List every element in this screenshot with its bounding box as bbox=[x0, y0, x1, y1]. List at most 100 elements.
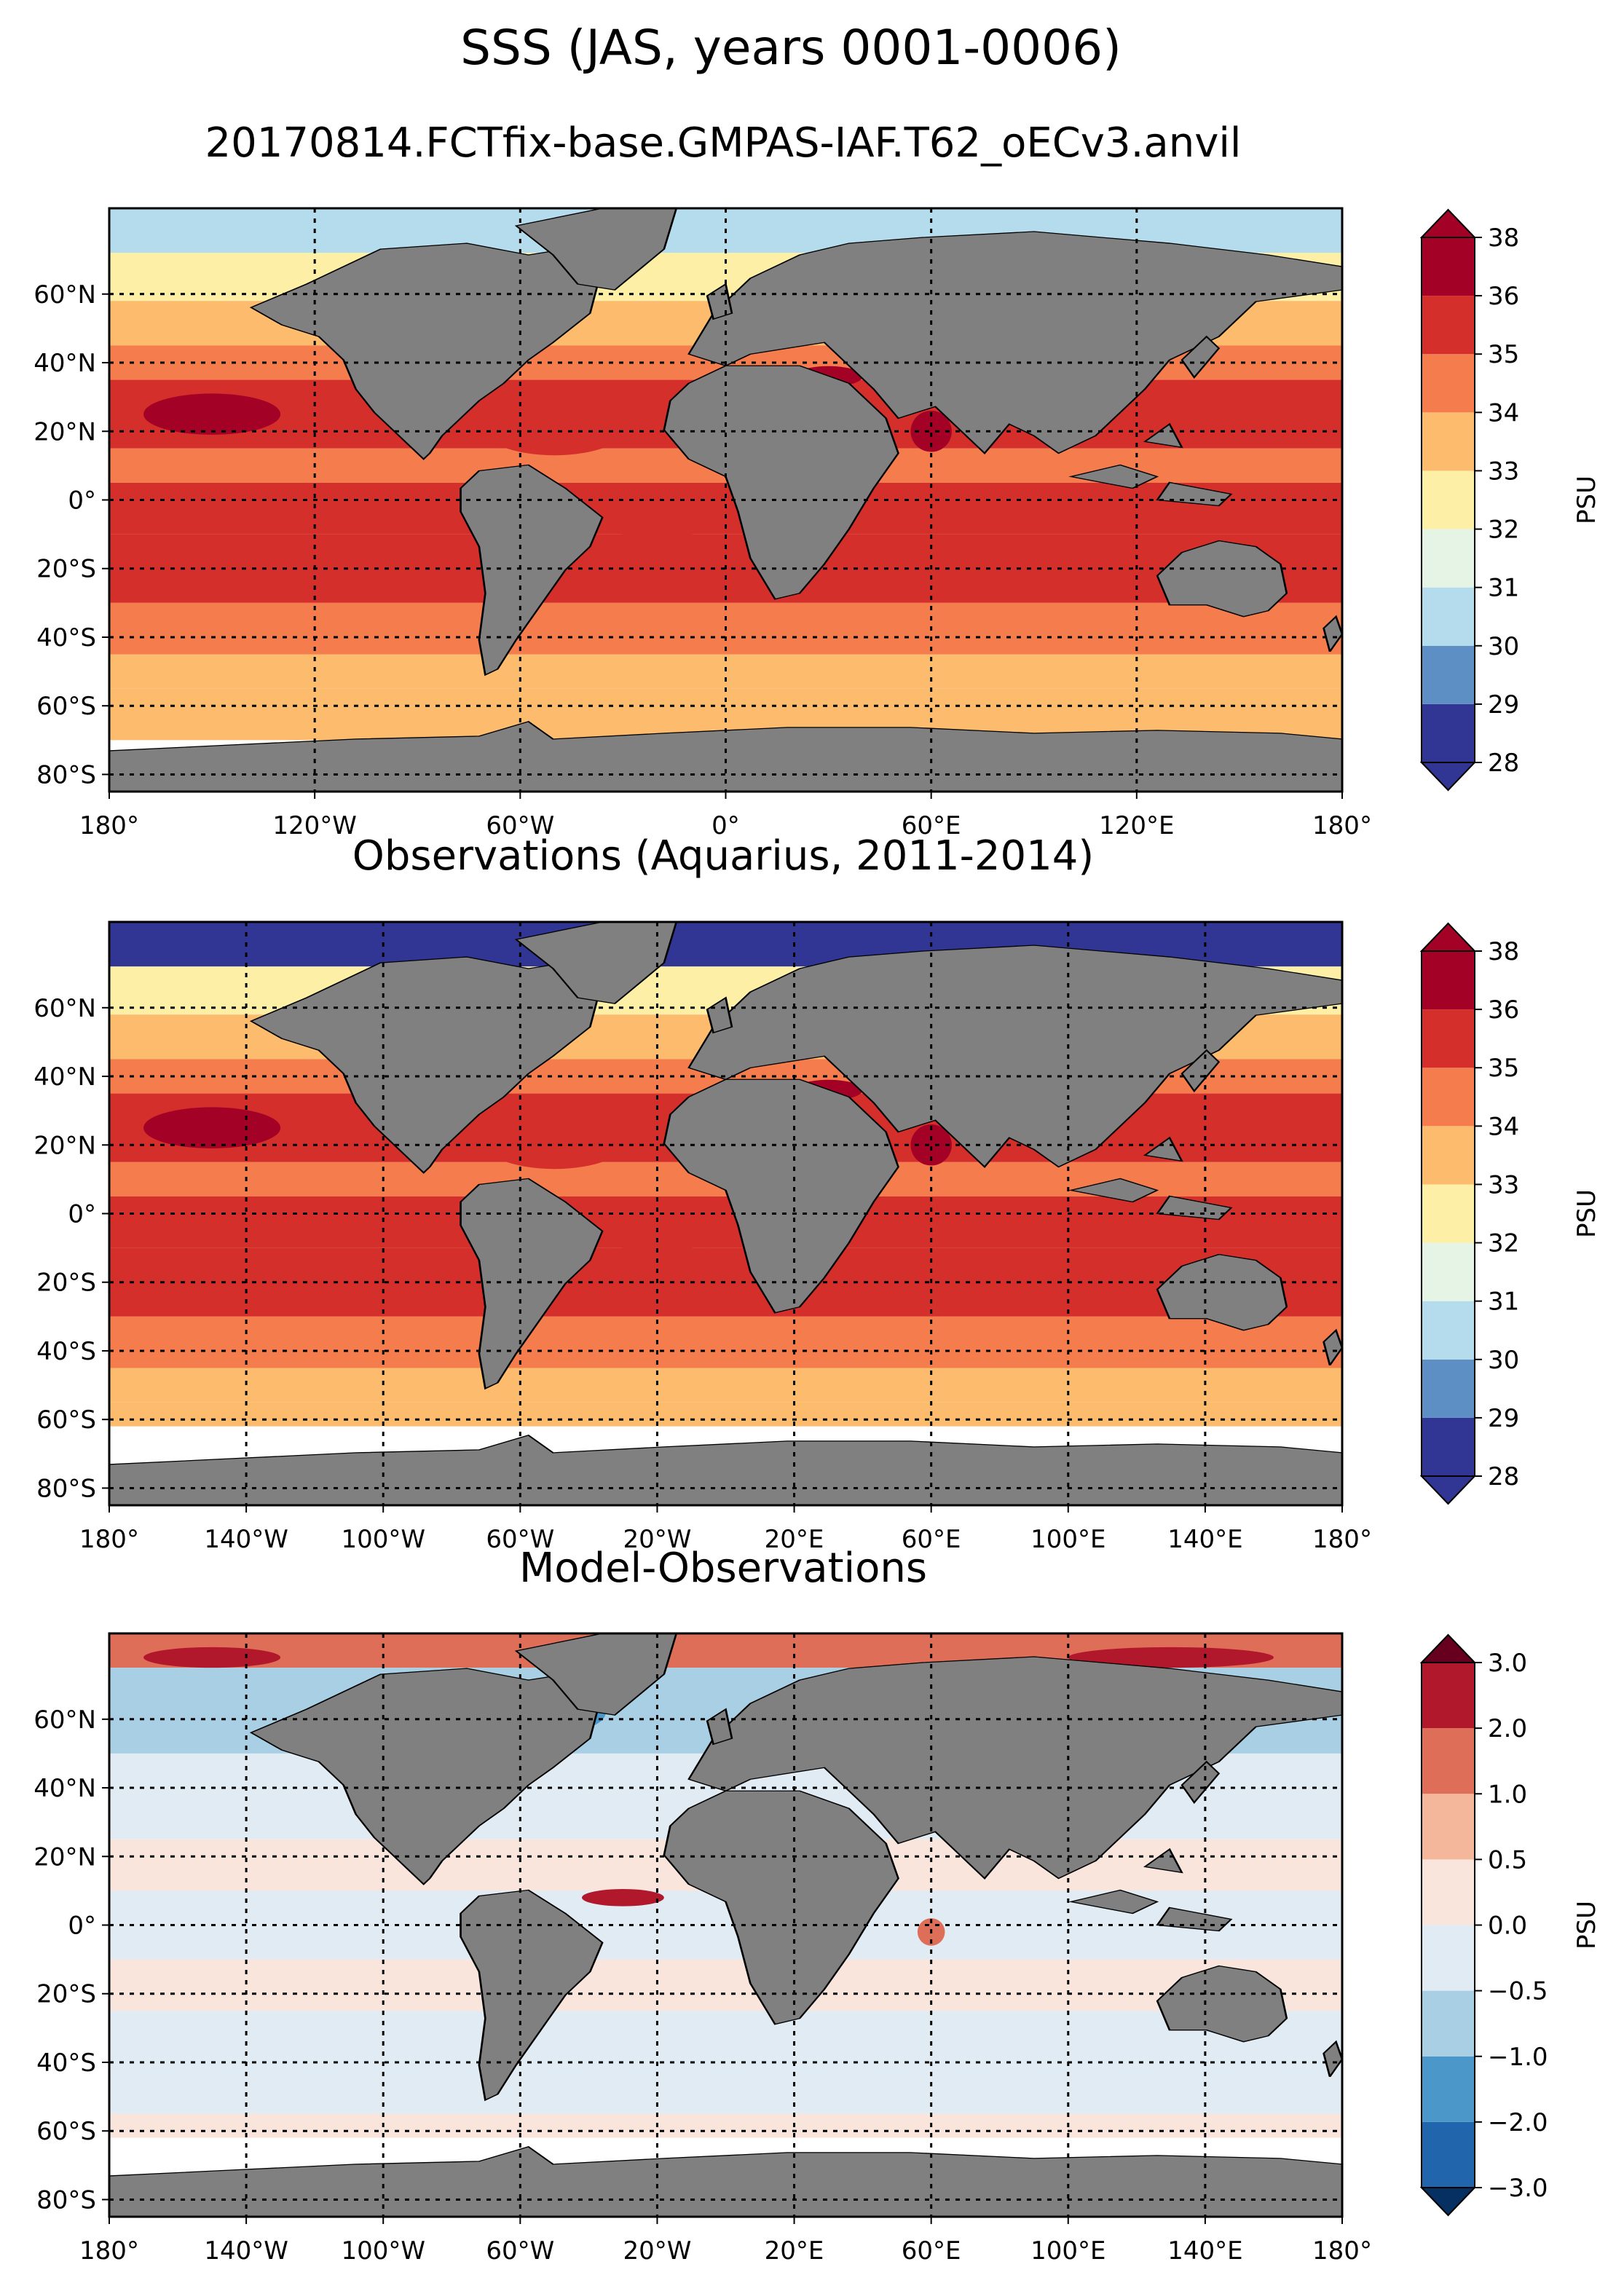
panel-title-obs: Observations (Aquarius, 2011-2014) bbox=[352, 832, 1094, 880]
colorbar-segment bbox=[1422, 1068, 1475, 1127]
x-tick-label: 20°W bbox=[623, 2236, 691, 2266]
colorbar-tick-label: 36 bbox=[1488, 995, 1519, 1025]
y-tick-label: 20°N bbox=[33, 1131, 96, 1160]
colorbar-extend-min bbox=[1419, 2187, 1477, 2217]
colorbar-segment bbox=[1422, 645, 1475, 704]
ocean-band-7 bbox=[109, 2011, 1342, 2062]
y-tick-label: 0° bbox=[68, 486, 96, 516]
colorbar-segment bbox=[1422, 1925, 1475, 1991]
colorbar: 28 29 30 31 32 33 34 35 36 38 PSU bbox=[1419, 922, 1601, 1505]
x-tick-label: 100°W bbox=[341, 1525, 425, 1554]
x-tick-label: 140°E bbox=[1167, 2236, 1242, 2266]
colorbar-segment bbox=[1422, 1242, 1475, 1301]
ocean-band-8 bbox=[109, 2062, 1342, 2114]
x-tick-label: 180° bbox=[79, 811, 139, 840]
colorbar-segment bbox=[1422, 412, 1475, 471]
x-tick-label: 140°W bbox=[204, 1525, 288, 1554]
salinity-maximum-1 bbox=[581, 1244, 733, 1306]
colorbar-tick-label: −1.0 bbox=[1488, 2043, 1548, 2072]
y-tick-label: 60°N bbox=[33, 280, 96, 309]
x-tick-label: 100°E bbox=[1030, 1525, 1105, 1554]
y-tick-label: 20°N bbox=[33, 1842, 96, 1872]
y-tick-label: 0° bbox=[68, 1912, 96, 1941]
colorbar-segment bbox=[1422, 1301, 1475, 1360]
colorbar-frame bbox=[1421, 950, 1475, 1477]
colorbar-extend-max bbox=[1419, 922, 1477, 952]
x-tick-label: 140°W bbox=[204, 2236, 288, 2266]
y-tick-label: 60°N bbox=[33, 1706, 96, 1735]
colorbar: −3.0 −2.0 −1.0 −0.5 0.0 0.5 1.0 2.0 3.0 PSU bbox=[1419, 1633, 1601, 2217]
salinity-maximum-5 bbox=[910, 410, 952, 452]
colorbar-tick-label: 35 bbox=[1488, 340, 1519, 369]
bias-feature-0 bbox=[581, 1889, 664, 1907]
ocean-band-9 bbox=[109, 2113, 1342, 2138]
colorbar-tick-label: 31 bbox=[1488, 1288, 1519, 1317]
bias-feature-1 bbox=[143, 1647, 281, 1668]
colorbar-segment bbox=[1422, 1794, 1475, 1860]
y-tick-label: 80°S bbox=[36, 2185, 96, 2215]
salinity-maximum-3 bbox=[143, 393, 281, 435]
colorbar-tick-label: 0.0 bbox=[1488, 1912, 1527, 1941]
y-tick-label: 60°N bbox=[33, 994, 96, 1023]
colorbar-tick-label: 38 bbox=[1488, 224, 1519, 253]
map-area bbox=[109, 1633, 1342, 2217]
colorbar-segment bbox=[1422, 703, 1475, 762]
y-tick-label: 20°N bbox=[33, 417, 96, 446]
y-tick-label: 80°S bbox=[36, 760, 96, 789]
y-tick-label: 0° bbox=[68, 1200, 96, 1229]
colorbar-label: PSU bbox=[1572, 1901, 1601, 1949]
x-tick-label: 0° bbox=[712, 811, 740, 840]
colorbar-tick-label: 34 bbox=[1488, 398, 1519, 427]
x-tick-label: 60°E bbox=[902, 811, 961, 840]
colorbar-tick-label: 34 bbox=[1488, 1112, 1519, 1141]
ocean-band-6 bbox=[109, 1196, 1342, 1248]
figure-title: SSS (JAS, years 0001-0006) bbox=[460, 20, 1122, 76]
colorbar-segment bbox=[1422, 2056, 1475, 2122]
map-area bbox=[109, 922, 1342, 1505]
salinity-maximum-3 bbox=[143, 1107, 281, 1148]
colorbar: 28 29 30 31 32 33 34 35 36 38 PSU bbox=[1419, 208, 1601, 792]
x-tick-label: 60°W bbox=[486, 2236, 554, 2266]
colorbar-tick-label: −3.0 bbox=[1488, 2174, 1548, 2203]
x-tick-label: 180° bbox=[79, 1525, 139, 1554]
salinity-maximum-1 bbox=[581, 530, 733, 593]
colorbar-tick-label: 38 bbox=[1488, 937, 1519, 966]
colorbar-segment bbox=[1422, 296, 1475, 355]
colorbar-tick-label: 33 bbox=[1488, 1170, 1519, 1199]
x-tick-label: 20°E bbox=[765, 1525, 824, 1554]
x-tick-label: 180° bbox=[79, 2236, 139, 2266]
y-tick-label: 40°S bbox=[36, 623, 96, 652]
colorbar-tick-label: 30 bbox=[1488, 1346, 1519, 1375]
y-tick-label: 40°N bbox=[33, 1774, 96, 1803]
y-tick-label: 40°S bbox=[36, 2049, 96, 2078]
colorbar-tick-label: 32 bbox=[1488, 1229, 1519, 1258]
colorbar-tick-label: 29 bbox=[1488, 1404, 1519, 1433]
colorbar-segment bbox=[1422, 2121, 1475, 2188]
colorbar-tick-label: 35 bbox=[1488, 1054, 1519, 1083]
x-tick-label: 180° bbox=[1312, 2236, 1372, 2266]
colorbar-segment bbox=[1422, 470, 1475, 529]
x-tick-label: 20°W bbox=[623, 1525, 691, 1554]
colorbar-tick-label: 3.0 bbox=[1488, 1649, 1527, 1678]
colorbar-segment bbox=[1422, 237, 1475, 296]
figure-subtitle: 20170814.FCTfix-base.GMPAS-IAF.T62_oECv3… bbox=[205, 119, 1242, 167]
colorbar-tick-label: 2.0 bbox=[1488, 1714, 1527, 1743]
map-panel-model-minus-observations: 180° 140°W 100°W 60°W 20°W 20°E 60°E 100°E 140°E… bbox=[33, 1632, 1601, 2266]
colorbar-segment bbox=[1422, 951, 1475, 1010]
ocean-band-8 bbox=[109, 1316, 1342, 1368]
colorbar-frame bbox=[1421, 237, 1475, 763]
colorbar-tick-label: −2.0 bbox=[1488, 2108, 1548, 2137]
colorbar-segment bbox=[1422, 529, 1475, 588]
salinity-maximum-5 bbox=[910, 1124, 952, 1166]
colorbar-segment bbox=[1422, 1417, 1475, 1476]
colorbar-segment bbox=[1422, 1359, 1475, 1418]
colorbar-extend-min bbox=[1419, 762, 1477, 792]
salinity-maximum-0 bbox=[478, 1107, 630, 1170]
colorbar-tick-label: 33 bbox=[1488, 457, 1519, 486]
map-area bbox=[109, 208, 1342, 792]
y-tick-label: 40°N bbox=[33, 1062, 96, 1092]
x-tick-label: 60°W bbox=[486, 1525, 554, 1554]
y-tick-label: 20°S bbox=[36, 555, 96, 584]
x-tick-label: 120°E bbox=[1099, 811, 1174, 840]
